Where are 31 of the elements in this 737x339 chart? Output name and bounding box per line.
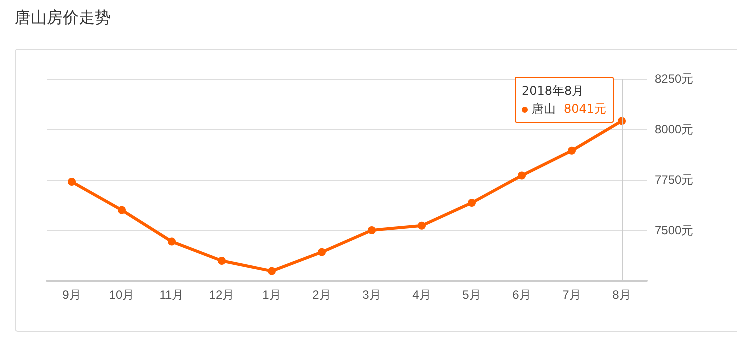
x-tick-label: 12月 [209, 288, 235, 302]
x-tick-label: 7月 [562, 288, 582, 302]
chart-title: 唐山房价走势 [15, 8, 111, 29]
y-tick-label: 8250元 [655, 72, 694, 86]
point [168, 238, 176, 246]
point [218, 257, 226, 265]
annotation: 2018年8月 [522, 83, 586, 100]
x-tick-label: 2月 [312, 288, 332, 302]
y-tick-label: 7750元 [655, 173, 694, 187]
x-tick-label: 3月 [362, 288, 382, 302]
point [568, 146, 576, 155]
y-tick-label: 8000元 [655, 122, 694, 136]
point [368, 226, 376, 234]
x-tick-label: 4月 [412, 288, 432, 302]
point [418, 222, 426, 230]
x-tick-label: 11月 [160, 288, 184, 302]
x-tick-label: 1月 [262, 288, 282, 302]
legend-label: 唐山 [532, 102, 556, 116]
point [68, 178, 76, 186]
point [118, 206, 126, 214]
x-tick-label: 9月 [62, 288, 82, 302]
x-tick-label: 6月 [512, 288, 532, 302]
x-tick-label: 10月 [109, 288, 135, 302]
y-tick-label: 7500元 [655, 224, 694, 238]
point [518, 172, 526, 180]
point [318, 248, 326, 256]
x-tick-label: 5月 [462, 288, 482, 302]
data-label: 8041元 [564, 102, 607, 116]
point [468, 199, 476, 208]
x-tick-label: 8月 [612, 288, 632, 302]
point [268, 267, 276, 276]
